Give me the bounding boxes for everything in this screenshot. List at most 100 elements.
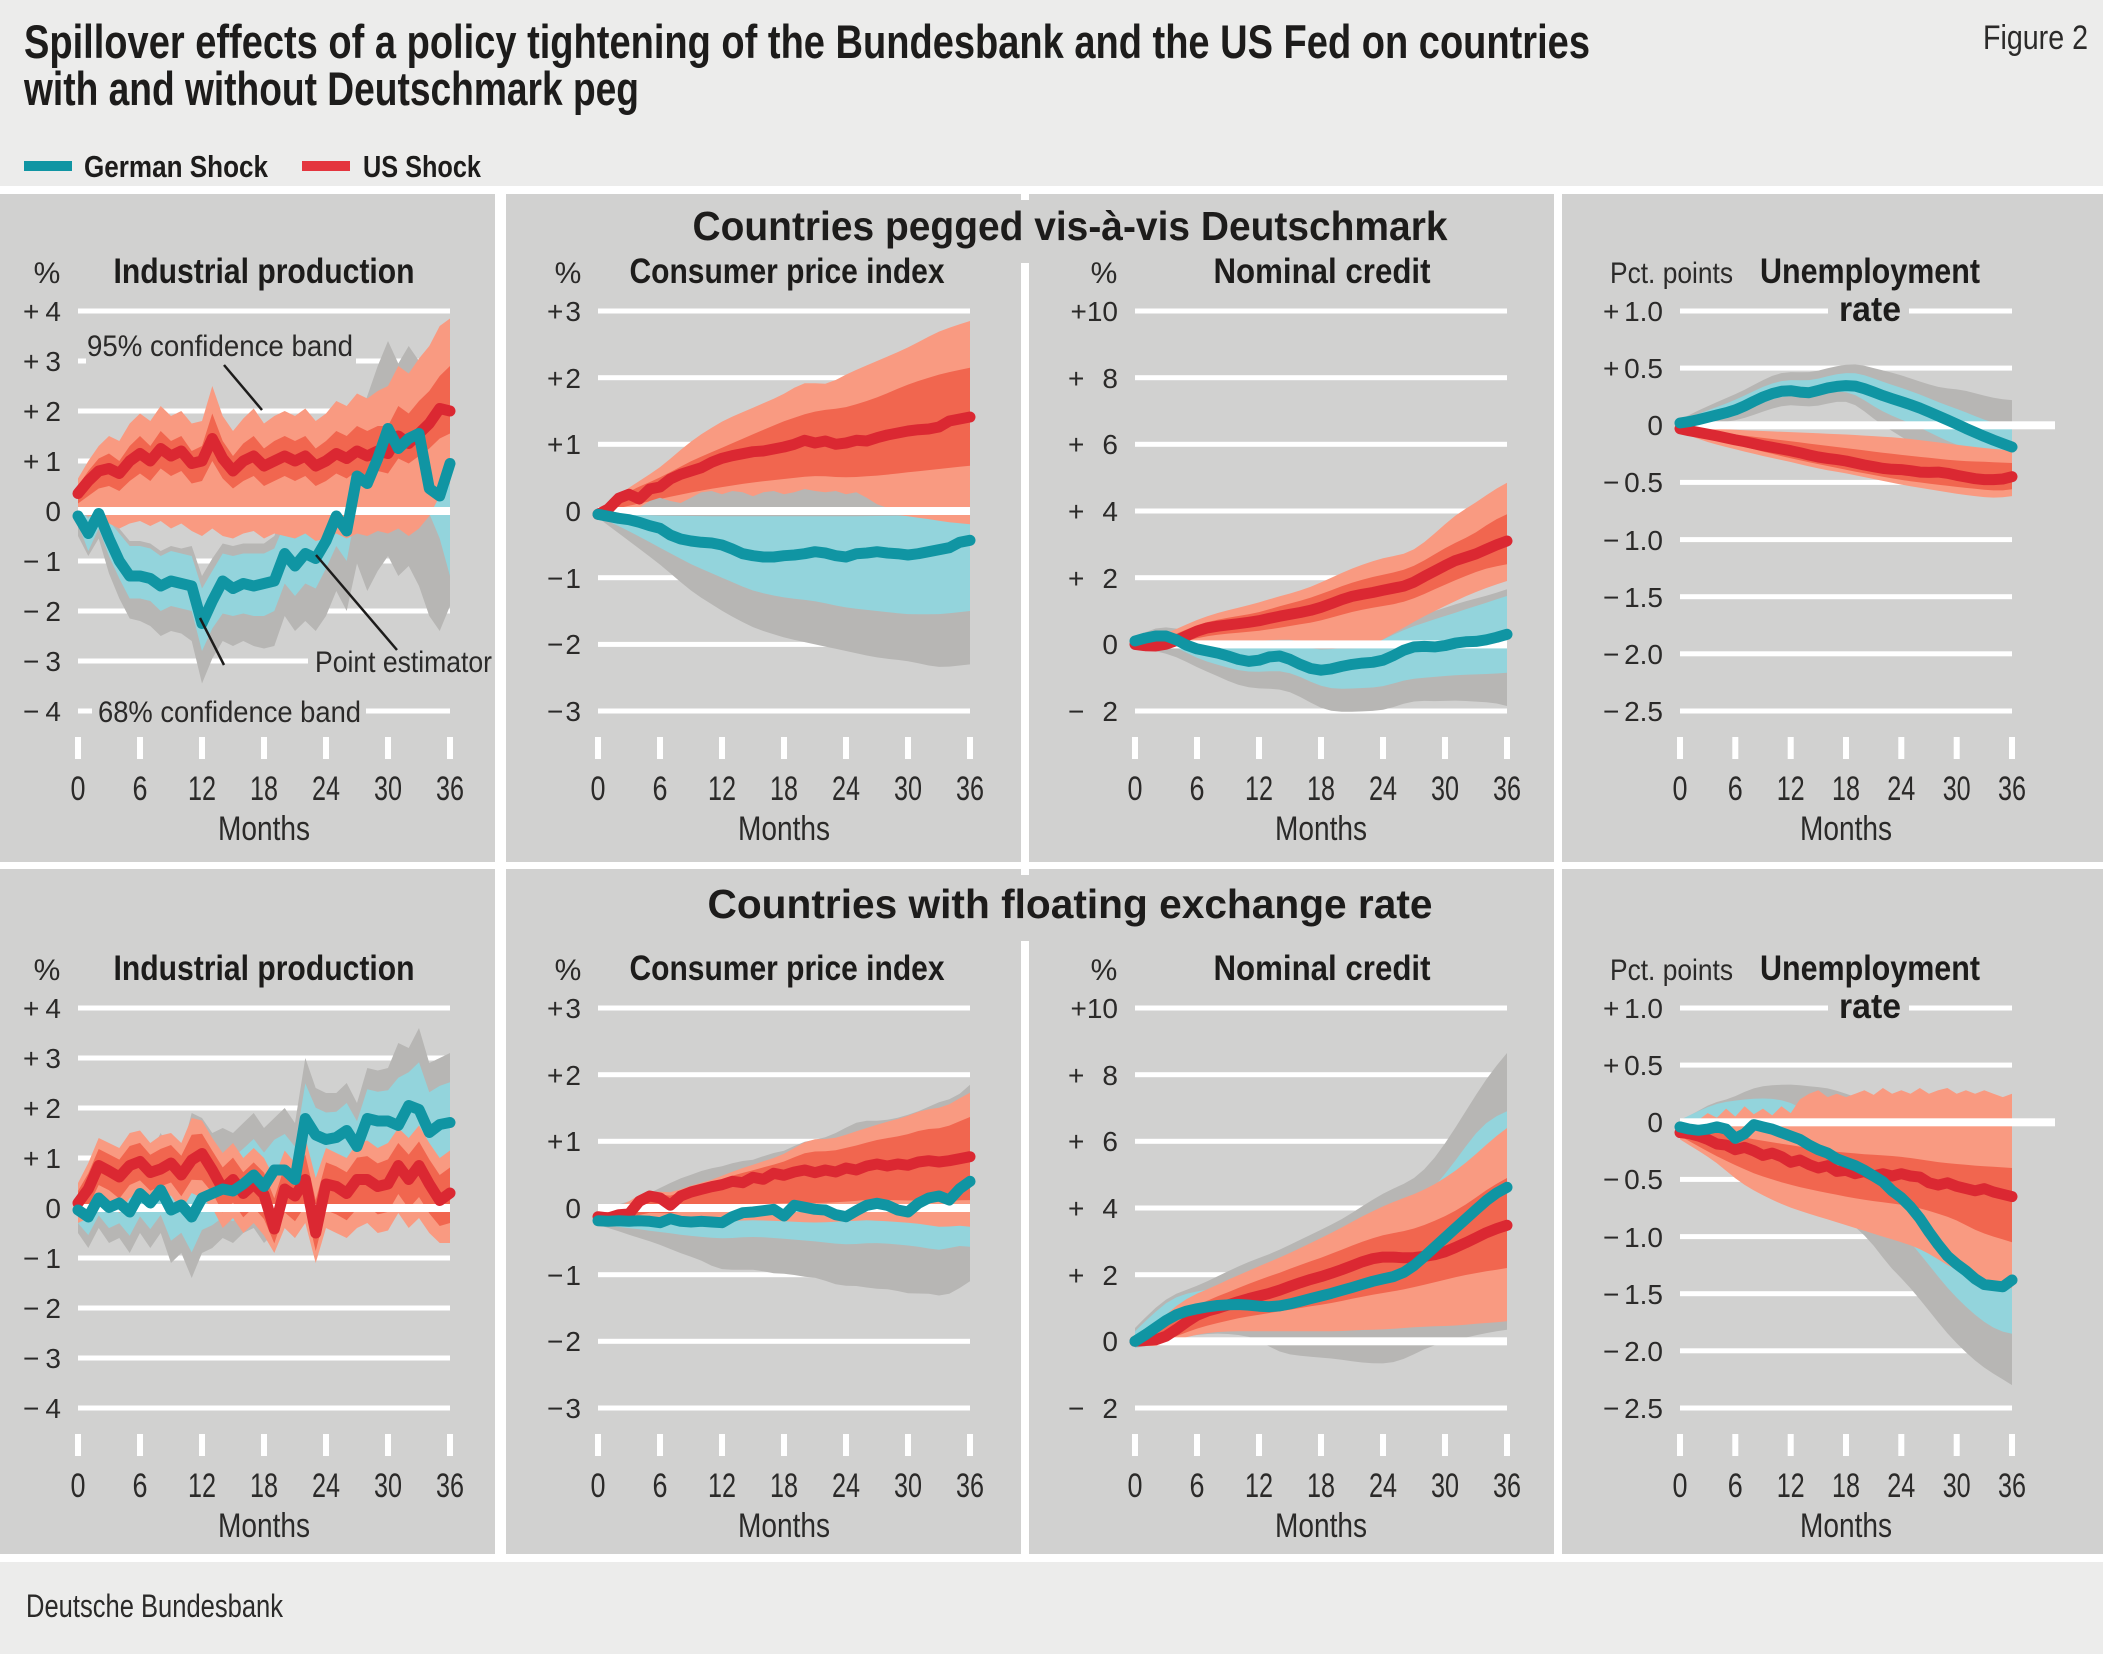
svg-text:2: 2 (1102, 1393, 1118, 1424)
svg-text:Months: Months (1800, 810, 1892, 848)
svg-text:0: 0 (1102, 629, 1118, 660)
svg-text:−: − (547, 629, 563, 660)
svg-text:0: 0 (45, 496, 61, 527)
svg-text:−: − (547, 1260, 563, 1291)
svg-text:2: 2 (45, 596, 61, 627)
svg-text:18: 18 (1832, 770, 1860, 808)
svg-text:−: − (1603, 1336, 1619, 1367)
svg-text:+: + (1603, 1050, 1619, 1081)
svg-text:Deutsche Bundesbank: Deutsche Bundesbank (26, 1588, 284, 1624)
svg-text:%: % (555, 257, 582, 290)
svg-text:Nominal credit: Nominal credit (1214, 949, 1431, 988)
svg-text:+: + (1603, 993, 1619, 1024)
svg-text:2: 2 (565, 629, 581, 660)
svg-text:%: % (34, 954, 61, 987)
svg-text:−: − (23, 1393, 39, 1424)
svg-text:Figure 2: Figure 2 (1983, 19, 2088, 57)
svg-text:3: 3 (45, 1343, 61, 1374)
svg-text:8: 8 (1102, 1060, 1118, 1091)
svg-text:−: − (1603, 1393, 1619, 1424)
svg-text:18: 18 (770, 770, 798, 808)
svg-text:Unemployment: Unemployment (1760, 949, 1980, 988)
svg-text:4: 4 (1102, 1193, 1118, 1224)
svg-text:6: 6 (1190, 1467, 1205, 1505)
svg-text:Months: Months (738, 810, 830, 848)
svg-text:2: 2 (1102, 563, 1118, 594)
svg-text:4: 4 (45, 296, 61, 327)
svg-text:+: + (1603, 296, 1619, 327)
svg-text:36: 36 (1998, 770, 2026, 808)
svg-text:+: + (23, 396, 39, 427)
svg-text:6: 6 (653, 770, 668, 808)
svg-text:−: − (1603, 467, 1619, 498)
svg-text:Countries with floating exchan: Countries with floating exchange rate (708, 881, 1433, 927)
svg-text:0: 0 (1647, 410, 1663, 441)
svg-text:2: 2 (565, 1326, 581, 1357)
svg-text:24: 24 (1887, 1467, 1915, 1505)
svg-text:24: 24 (312, 1467, 340, 1505)
svg-text:30: 30 (1943, 770, 1971, 808)
svg-text:+10: +10 (1071, 993, 1119, 1024)
svg-text:−: − (1603, 696, 1619, 727)
svg-text:30: 30 (374, 770, 402, 808)
svg-text:2: 2 (45, 1093, 61, 1124)
svg-text:6: 6 (1102, 1126, 1118, 1157)
svg-text:+: + (1603, 353, 1619, 384)
svg-text:German Shock: German Shock (84, 149, 269, 184)
svg-text:6: 6 (1102, 429, 1118, 460)
svg-text:−: − (23, 1293, 39, 1324)
svg-text:Industrial production: Industrial production (114, 949, 415, 988)
svg-text:1: 1 (565, 563, 581, 594)
svg-text:24: 24 (1369, 770, 1397, 808)
svg-text:36: 36 (1493, 1467, 1521, 1505)
svg-text:6: 6 (133, 770, 148, 808)
svg-text:12: 12 (708, 1467, 736, 1505)
svg-text:1.5: 1.5 (1624, 1279, 1663, 1310)
svg-text:%: % (1091, 954, 1118, 987)
svg-text:0: 0 (1128, 1467, 1143, 1505)
svg-text:0: 0 (1128, 770, 1143, 808)
svg-text:18: 18 (250, 770, 278, 808)
svg-text:18: 18 (770, 1467, 798, 1505)
svg-text:36: 36 (1998, 1467, 2026, 1505)
svg-text:0: 0 (1673, 770, 1688, 808)
svg-text:Pct. points: Pct. points (1610, 954, 1733, 987)
svg-text:−: − (23, 596, 39, 627)
svg-text:4: 4 (45, 1393, 61, 1424)
svg-text:−: − (547, 696, 563, 727)
svg-text:24: 24 (832, 1467, 860, 1505)
svg-text:2.0: 2.0 (1624, 639, 1663, 670)
svg-text:Months: Months (1800, 1507, 1892, 1545)
svg-text:3: 3 (565, 993, 581, 1024)
svg-text:30: 30 (1431, 770, 1459, 808)
svg-text:0: 0 (1647, 1107, 1663, 1138)
svg-text:2.0: 2.0 (1624, 1336, 1663, 1367)
svg-text:18: 18 (1832, 1467, 1860, 1505)
svg-text:+: + (23, 993, 39, 1024)
svg-text:8: 8 (1102, 363, 1118, 394)
svg-text:−: − (547, 1393, 563, 1424)
svg-text:+: + (1068, 1126, 1084, 1157)
svg-text:−: − (23, 1343, 39, 1374)
svg-text:+: + (1068, 363, 1084, 394)
svg-text:−: − (1068, 696, 1084, 727)
svg-text:4: 4 (45, 696, 61, 727)
svg-text:0.5: 0.5 (1624, 1164, 1663, 1195)
svg-text:12: 12 (1777, 770, 1805, 808)
svg-text:1.0: 1.0 (1624, 993, 1663, 1024)
svg-text:Industrial production: Industrial production (114, 252, 415, 291)
svg-text:Months: Months (1275, 810, 1367, 848)
svg-text:36: 36 (1493, 770, 1521, 808)
svg-text:4: 4 (45, 993, 61, 1024)
svg-text:+: + (23, 346, 39, 377)
svg-text:Spillover effects of a policy: Spillover effects of a policy tightening… (24, 15, 1590, 68)
svg-text:30: 30 (894, 770, 922, 808)
svg-text:12: 12 (1245, 770, 1273, 808)
svg-text:+: + (1068, 429, 1084, 460)
svg-text:2.5: 2.5 (1624, 696, 1663, 727)
svg-text:+: + (1068, 1193, 1084, 1224)
svg-text:−: − (1068, 1393, 1084, 1424)
svg-text:6: 6 (133, 1467, 148, 1505)
svg-text:Consumer price index: Consumer price index (630, 949, 945, 988)
svg-text:3: 3 (565, 1393, 581, 1424)
